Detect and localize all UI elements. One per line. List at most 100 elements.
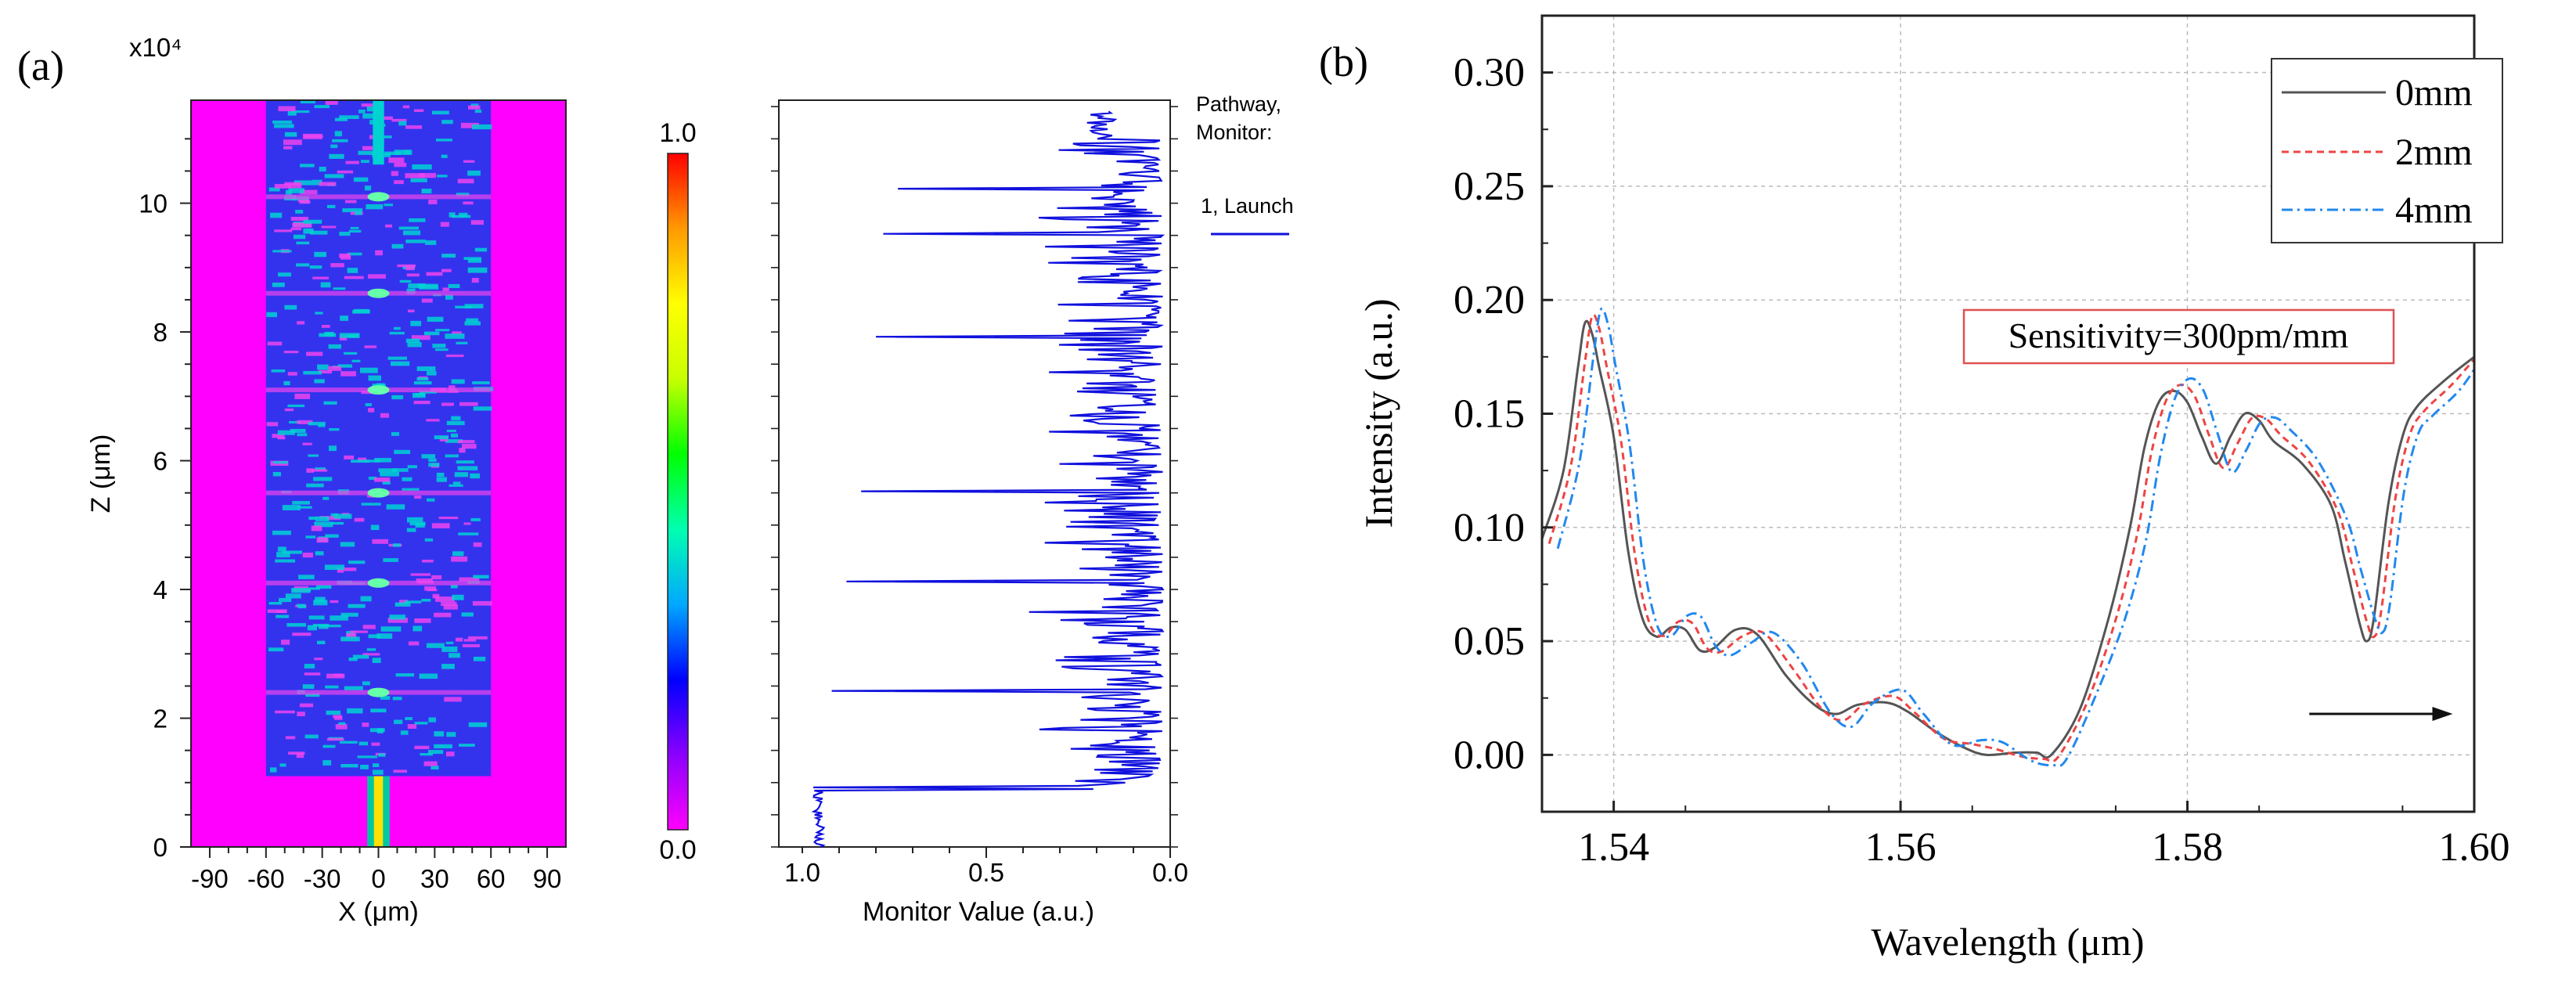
field-blob	[295, 210, 304, 214]
field-blob	[302, 442, 312, 445]
field-blob	[314, 379, 325, 384]
field-blob	[452, 331, 462, 335]
field-blob	[315, 312, 323, 315]
field-blob	[276, 611, 286, 614]
field-blob	[344, 568, 357, 571]
field-blob	[449, 484, 463, 487]
field-blob	[282, 550, 302, 554]
field-blob	[272, 434, 285, 438]
field-blob	[451, 379, 465, 384]
field-blob	[290, 227, 302, 231]
field-blob	[406, 273, 420, 277]
field-blob	[281, 640, 290, 645]
field-blob	[472, 600, 492, 606]
field-blob	[446, 732, 456, 737]
field-blob	[395, 673, 415, 677]
self-image-spot	[367, 687, 390, 697]
field-blob	[405, 338, 420, 343]
y-axis-ticks: 0 2 4 6 8 10	[139, 138, 191, 862]
self-image-spot	[367, 578, 390, 588]
field-blob	[472, 124, 492, 130]
field-blob	[473, 542, 482, 547]
field-blob	[326, 204, 336, 208]
field-blob	[444, 697, 462, 702]
field-blob	[402, 488, 420, 491]
monitor-xtick-05: 0.5	[968, 858, 1004, 887]
field-blob	[337, 364, 352, 368]
field-blob	[361, 503, 381, 506]
y-tick-label-b: 0.25	[1454, 164, 1525, 209]
field-blob	[290, 217, 309, 221]
field-blob	[347, 268, 358, 273]
field-blob	[402, 477, 413, 481]
field-blob	[306, 483, 324, 488]
series-line-0mm	[1542, 319, 2474, 759]
field-blob	[436, 472, 445, 477]
field-blob	[311, 525, 322, 532]
y-tick-label-b: 0.00	[1454, 733, 1525, 777]
field-blob	[274, 184, 291, 189]
field-blob	[276, 614, 290, 618]
self-image-spot	[367, 192, 390, 202]
field-blob	[368, 274, 386, 279]
field-blob	[446, 420, 465, 426]
field-blob	[432, 593, 440, 599]
field-blob	[358, 457, 367, 462]
field-blob	[445, 354, 464, 358]
field-blob	[394, 180, 404, 185]
series-line-4mm	[1556, 307, 2474, 768]
field-blob	[471, 278, 479, 283]
field-blob	[284, 132, 297, 137]
field-blob	[352, 654, 369, 659]
field-blob	[460, 122, 479, 128]
field-blob	[364, 186, 372, 191]
axis-tick-labels: 1.54 1.56 1.58 1.60 0.00 0.05 0.10 0.15 0.20 0.25…	[1454, 51, 2510, 870]
field-blob	[451, 416, 461, 420]
monitor-xtick-0: 0.0	[1152, 858, 1188, 887]
field-blob	[340, 612, 358, 617]
field-blob	[315, 467, 326, 470]
field-blob	[371, 742, 380, 746]
field-blob	[339, 115, 359, 119]
field-blob	[326, 710, 341, 715]
field-blob	[437, 175, 448, 178]
field-blob	[325, 685, 339, 689]
field-blob	[309, 265, 322, 269]
field-blob	[308, 454, 319, 457]
field-blob	[339, 741, 358, 744]
field-blob	[328, 366, 342, 371]
field-blob	[340, 371, 356, 377]
field-blob	[387, 356, 407, 360]
field-blob	[277, 437, 286, 440]
field-blob	[347, 252, 362, 256]
field-blob	[360, 596, 372, 602]
field-blob	[329, 445, 337, 452]
field-blob	[322, 744, 336, 748]
x-tick-label: 60	[477, 864, 506, 893]
field-blob	[424, 538, 434, 542]
field-blob	[333, 673, 344, 677]
field-blob	[292, 110, 310, 114]
field-blob	[421, 599, 431, 602]
field-blob	[420, 753, 433, 756]
field-blob	[267, 341, 283, 346]
field-blob	[410, 320, 422, 326]
field-blob	[405, 600, 422, 604]
field-blob	[306, 468, 314, 473]
field-blob	[302, 553, 313, 558]
field-blob	[459, 402, 478, 406]
field-blob	[344, 200, 357, 204]
legend-label-0mm: 0mm	[2395, 72, 2473, 114]
field-blob	[302, 684, 315, 689]
field-blob	[368, 375, 381, 381]
x-tick-label: -90	[191, 864, 229, 893]
field-blob	[405, 265, 415, 271]
field-blob	[347, 708, 363, 714]
field-blob	[315, 516, 330, 521]
field-blob	[452, 481, 461, 485]
field-blob	[285, 736, 296, 740]
field-blob	[435, 139, 452, 142]
field-blob	[431, 766, 439, 769]
field-blob	[273, 124, 294, 128]
monitor-xtick-1: 1.0	[784, 858, 820, 887]
